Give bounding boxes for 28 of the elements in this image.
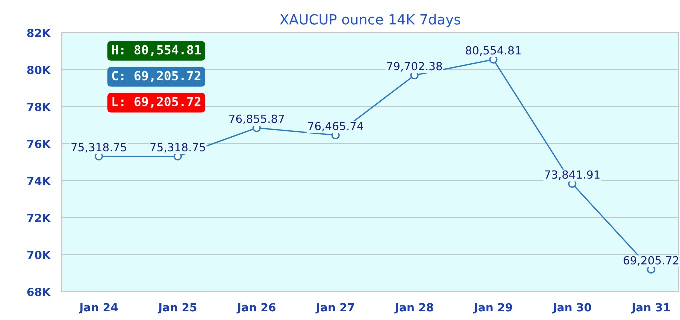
y-tick-label: 72K bbox=[28, 214, 52, 222]
data-label: 76,465.74 bbox=[308, 122, 364, 132]
data-label: 79,702.38 bbox=[387, 62, 442, 72]
x-tick-label: Jan 27 bbox=[316, 303, 354, 314]
x-tick-label: Jan 30 bbox=[552, 303, 592, 314]
x-tick-label: Jan 28 bbox=[394, 303, 434, 314]
chart-title: XAUCUP ounce 14K 7days bbox=[280, 14, 460, 28]
y-tick-label: 80K bbox=[27, 66, 52, 74]
data-label: 75,318.75 bbox=[150, 143, 206, 153]
x-tick-label: Jan 26 bbox=[236, 303, 276, 314]
y-tick-label: 74K bbox=[28, 177, 52, 186]
y-tick-label: 78K bbox=[28, 102, 52, 112]
data-label: 69,205.72 bbox=[624, 256, 679, 266]
y-tick-label: 82K bbox=[27, 28, 52, 38]
annotation: L: 69,205.72 bbox=[112, 97, 201, 108]
data-label: 76,855.87 bbox=[230, 114, 284, 124]
x-tick-label: Jan 24 bbox=[79, 303, 118, 314]
data-label: 75,318.75 bbox=[72, 143, 126, 153]
data-label: 80,554.81 bbox=[466, 46, 521, 56]
y-tick-label: 68K bbox=[28, 288, 52, 296]
x-tick-label: Jan 29 bbox=[474, 303, 512, 314]
x-tick-label: Jan 31 bbox=[631, 303, 670, 314]
x-tick-label: Jan 25 bbox=[158, 303, 197, 314]
y-tick-label: 70K bbox=[28, 250, 52, 260]
y-tick-label: 76K bbox=[28, 140, 52, 148]
data-label: 73,841.91 bbox=[545, 170, 600, 180]
annotation: H: 80,554.81 bbox=[112, 45, 202, 56]
annotation: C: 69,205.72 bbox=[112, 71, 201, 82]
